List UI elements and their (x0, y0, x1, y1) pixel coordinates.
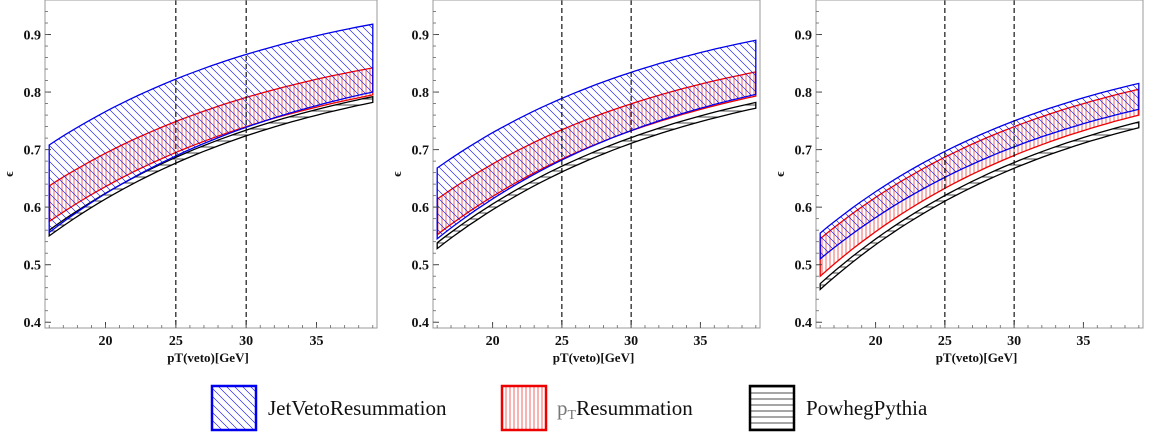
legend-swatch-jetveto (210, 384, 258, 432)
x-tick-label: 30 (239, 334, 253, 349)
x-tick-label: 20 (869, 334, 883, 349)
x-tick-label: 25 (938, 334, 952, 349)
band-powhegpythia (436, 101, 757, 250)
chart-panel-1: 0.4 0.5 0.6 0.7 0.8 0.9 20 25 30 35 pT(veto)[GeV] ϵ (1, 0, 378, 365)
y-tick-label: 0.8 (24, 86, 42, 101)
band-powhegpythia (48, 95, 374, 238)
y-tick-label: 0.6 (412, 201, 430, 216)
y-tick-label: 0.6 (24, 201, 42, 216)
x-tick-label: 25 (169, 334, 183, 349)
y-tick-label: 0.8 (795, 86, 813, 101)
x-axis-label: pT(veto)[GeV] (167, 350, 249, 365)
y-axis-label: ϵ (1, 171, 16, 177)
legend-item-jetveto: JetVetoResummation (210, 384, 447, 432)
y-tick-label: 0.4 (412, 316, 430, 331)
plot-frame (815, 0, 1144, 329)
band-jetvetoresummation (48, 23, 374, 234)
y-tick-label: 0.4 (795, 316, 813, 331)
x-tick-label: 35 (693, 334, 707, 349)
legend-swatch-powheg (748, 384, 796, 432)
legend-item-powheg: PowhegPythia (748, 384, 928, 432)
y-axis-label: ϵ (772, 171, 787, 177)
x-axis-label: pT(veto)[GeV] (936, 350, 1018, 365)
y-tick-label: 0.5 (24, 259, 42, 274)
y-tick-label: 0.5 (412, 259, 430, 274)
band-jetvetoresummation (819, 82, 1140, 261)
y-tick-label: 0.6 (795, 201, 813, 216)
legend-label-jetveto: JetVetoResummation (268, 396, 447, 420)
y-tick-label: 0.7 (412, 144, 430, 159)
y-tick-label: 0.9 (795, 29, 813, 44)
x-tick-label: 20 (98, 334, 112, 349)
legend-label-pt: pTResummation (557, 396, 693, 423)
chart-panel-2: 0.4 0.5 0.6 0.7 0.8 0.9 20 25 30 35 pT(veto)[GeV] ϵ (389, 0, 761, 365)
x-tick-label: 25 (555, 334, 569, 349)
plot-frame (44, 0, 378, 329)
y-tick-label: 0.8 (412, 86, 430, 101)
y-tick-label: 0.9 (412, 29, 430, 44)
x-tick-label: 35 (310, 334, 324, 349)
legend: JetVetoResummation pTResummation PowhegP… (210, 384, 928, 432)
y-tick-label: 0.5 (795, 259, 813, 274)
x-tick-label: 20 (486, 334, 500, 349)
legend-label-powheg: PowhegPythia (806, 396, 928, 420)
band-jetvetoresummation (436, 39, 757, 241)
x-tick-label: 30 (624, 334, 638, 349)
legend-item-pt: pTResummation (500, 384, 693, 432)
x-tick-label: 35 (1076, 334, 1090, 349)
y-axis-label: ϵ (389, 171, 404, 177)
legend-label-pt-rest: Resummation (576, 396, 693, 420)
y-tick-label: 0.7 (795, 144, 813, 159)
chart-panel-3: 0.4 0.5 0.6 0.7 0.8 0.9 20 25 30 35 pT(veto)[GeV] ϵ (772, 0, 1144, 365)
x-axis-label: pT(veto)[GeV] (553, 350, 635, 365)
y-tick-label: 0.4 (24, 316, 42, 331)
x-tick-label: 30 (1007, 334, 1021, 349)
y-tick-label: 0.9 (24, 29, 42, 44)
legend-label-pt-main: p (557, 396, 568, 420)
y-tick-label: 0.7 (24, 144, 42, 159)
plot-frame (432, 0, 761, 329)
legend-swatch-pt (500, 384, 548, 432)
band-powhegpythia (819, 121, 1140, 291)
legend-label-pt-sub: T (568, 408, 577, 423)
